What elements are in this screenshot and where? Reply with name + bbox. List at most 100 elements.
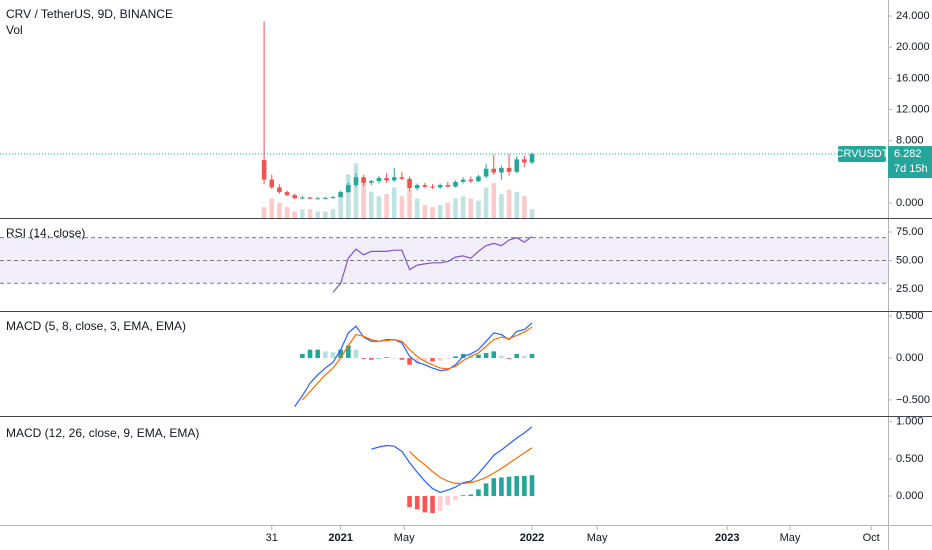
candle-body (506, 167, 512, 172)
x-tick-label: 2022 (520, 532, 544, 544)
candle-body (476, 176, 481, 182)
histogram-bar (506, 476, 512, 497)
volume-bar (468, 198, 474, 218)
candle-body (368, 181, 374, 183)
volume-bar (323, 211, 328, 218)
candle-body (499, 167, 504, 173)
histogram-bar (468, 494, 474, 497)
candle-body (353, 177, 359, 186)
x-tick-label: May (780, 532, 801, 544)
volume-bar (453, 198, 458, 218)
marks (0, 21, 888, 514)
y-tick-label: −0.500 (896, 394, 930, 406)
histogram-bar (376, 358, 382, 359)
histogram-bar (437, 496, 443, 511)
macd-line (371, 426, 533, 493)
volume-bar (491, 183, 497, 218)
histogram-bar (445, 358, 451, 359)
candle-body (284, 192, 290, 196)
histogram-bar (476, 489, 481, 497)
candle-body (269, 179, 275, 188)
signal-line (301, 326, 533, 401)
chart-title: CRV / TetherUS, 9D, BINANCE (6, 7, 173, 21)
volume-bar (284, 207, 290, 218)
candle-body (292, 195, 298, 199)
candle-body (384, 178, 389, 181)
histogram-bar (514, 353, 520, 359)
histogram-bar (414, 496, 420, 510)
histogram-bar (445, 496, 451, 505)
y-tick-label: 1.000 (896, 416, 924, 428)
candle-body (529, 154, 535, 163)
volume-bar (330, 209, 336, 218)
candle-body (330, 197, 336, 199)
histogram-bar (476, 354, 481, 359)
volume-bar (399, 196, 405, 218)
candle-body (491, 168, 497, 173)
volume-bar (384, 194, 389, 218)
histogram-bar (422, 496, 428, 513)
y-tick-label: 8.000 (896, 135, 924, 147)
macd-title: MACD (5, 8, close, 3, EMA, EMA) (6, 319, 186, 333)
y-tick-label: 20.000 (896, 41, 930, 53)
histogram-bar (430, 496, 435, 514)
volume-bar (476, 200, 481, 218)
y-tick-label: 24.000 (896, 10, 930, 22)
volume-bar (460, 196, 466, 218)
histogram-bar (353, 349, 359, 359)
histogram-bar (422, 358, 428, 362)
histogram-bar (407, 358, 412, 365)
candle-body (307, 197, 313, 199)
histogram-bar (307, 349, 313, 359)
symbol-label: CRVUSDT (836, 148, 889, 160)
countdown-label: 7d 15h (894, 163, 928, 175)
volume-bar (277, 202, 282, 218)
volume-bar (430, 207, 435, 218)
x-tick-label: Oct (863, 532, 880, 544)
histogram-bar (300, 353, 305, 359)
histogram-bar (323, 351, 328, 359)
candle-body (261, 160, 267, 180)
rsi-title: RSI (14, close) (6, 226, 85, 240)
volume-bar (376, 196, 382, 218)
y-tick-label: 0.500 (896, 310, 924, 322)
histogram-bar (529, 353, 535, 359)
x-tick-label: 2023 (715, 532, 739, 544)
candle-body (522, 159, 527, 163)
candle-body (323, 197, 328, 199)
volume-bar (414, 198, 420, 218)
y-tick-label: 0.500 (896, 453, 924, 465)
candle-body (514, 159, 520, 172)
volume-bar (368, 191, 374, 218)
volume-bar (346, 174, 351, 218)
price-label: 6.282 (894, 148, 922, 160)
macd-title: MACD (12, 26, close, 9, EMA, EMA) (6, 426, 199, 440)
histogram-bar (391, 358, 397, 359)
histogram-bar (384, 357, 389, 359)
candle-body (468, 179, 474, 182)
histogram-bar (491, 478, 497, 497)
candle-body (430, 186, 435, 188)
volume-bar (514, 191, 520, 218)
y-tick-label: 16.000 (896, 72, 930, 84)
volume-bar (361, 178, 366, 218)
candle-body (277, 187, 282, 193)
candle-body (399, 177, 405, 179)
signal-line (409, 447, 533, 484)
candle-body (315, 198, 320, 200)
histogram-bar (330, 352, 336, 359)
volume-bar (338, 196, 343, 218)
histogram-bar (522, 355, 527, 359)
y-tick-label: 12.000 (896, 103, 930, 115)
histogram-bar (514, 475, 520, 497)
histogram-bar (338, 349, 343, 359)
volume-bar (307, 209, 313, 218)
histogram-bar (407, 496, 412, 508)
volume-bar (445, 202, 451, 218)
volume-label: Vol (6, 23, 23, 37)
candle-body (407, 178, 412, 189)
volume-bar (300, 209, 305, 218)
histogram-bar (483, 353, 489, 359)
x-tick-label: May (394, 532, 415, 544)
